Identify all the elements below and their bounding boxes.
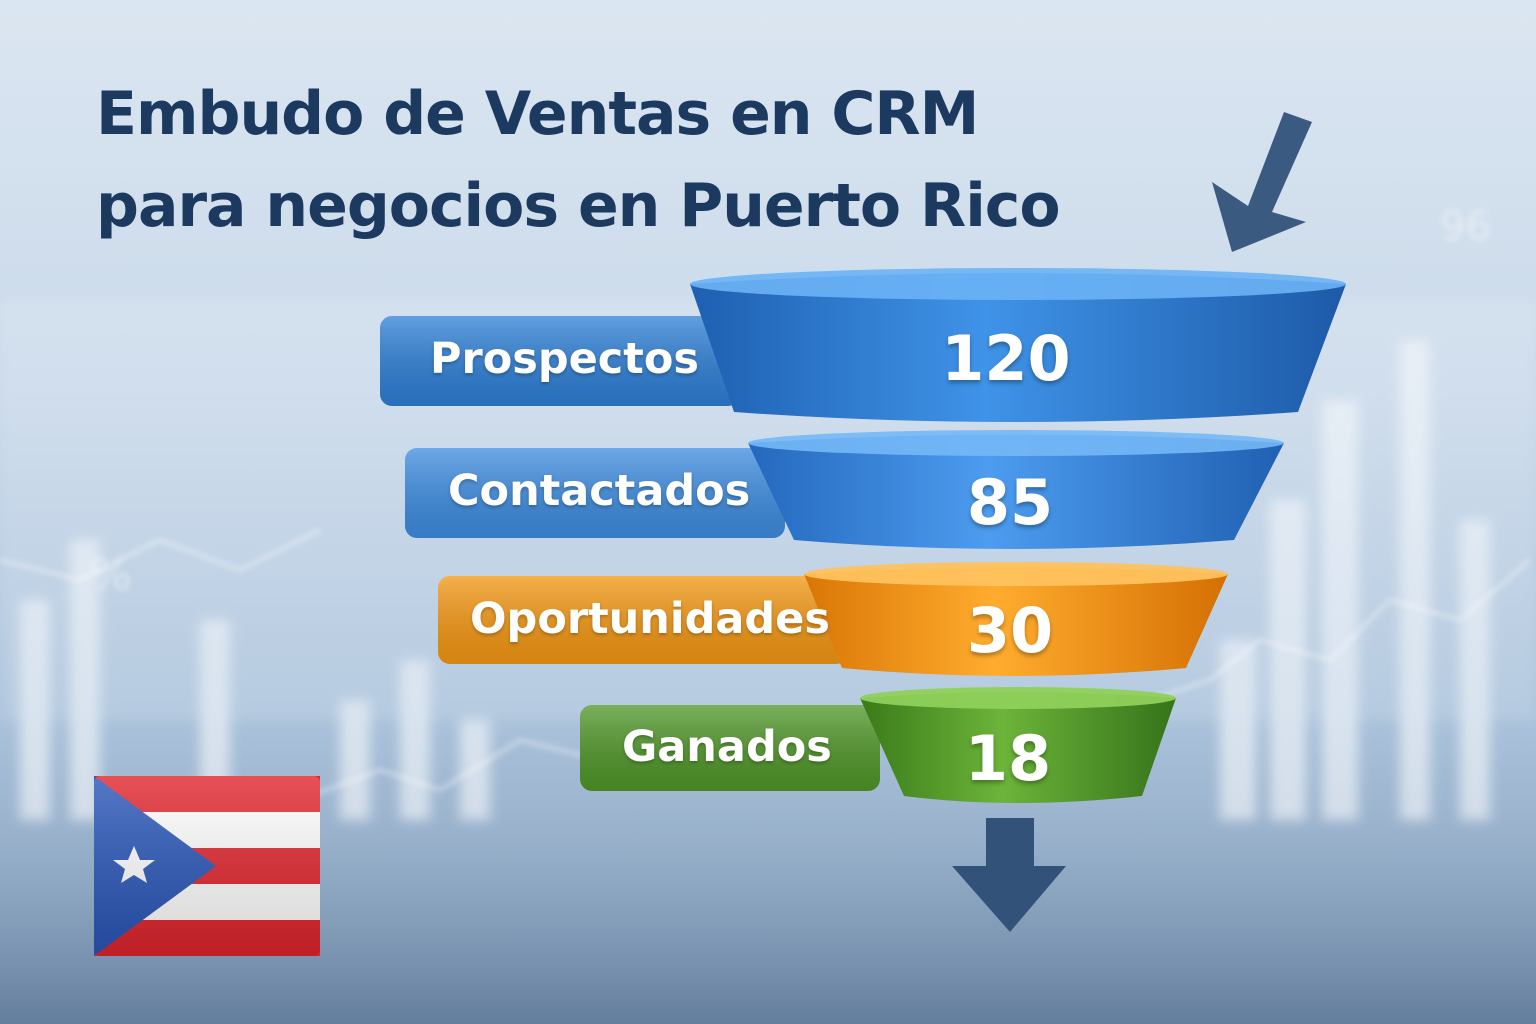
stage-value-prospectos: 120 (941, 322, 1071, 395)
stage-label-contactados: Contactados (448, 466, 751, 516)
funnel-stage-contactados (405, 430, 1284, 549)
svg-text:%: % (90, 550, 132, 601)
stage-value-contactados: 85 (966, 466, 1054, 539)
page-title: Embudo de Ventas en CRM para negocios en… (96, 68, 1061, 252)
title-line-1: Embudo de Ventas en CRM (96, 79, 979, 149)
stage-value-ganados: 18 (964, 722, 1052, 795)
svg-text:96: 96 (1440, 204, 1491, 250)
funnel-stage-prospectos (380, 268, 1346, 422)
funnel-segment-ganados (860, 692, 1176, 803)
stage-value-oportunidades: 30 (966, 594, 1054, 667)
arrow-down-left-icon (1212, 112, 1312, 252)
puerto-rico-flag-icon (94, 776, 320, 956)
funnel-stage-ganados (580, 687, 1176, 803)
stage-label-ganados: Ganados (622, 722, 832, 772)
funnel-segment-prospectos (690, 273, 1346, 422)
funnel-stage-oportunidades (438, 562, 1228, 676)
stage-label-oportunidades: Oportunidades (470, 594, 830, 644)
title-line-2: para negocios en Puerto Rico (96, 171, 1061, 241)
funnel-segment-oportunidades (804, 567, 1228, 676)
stage-label-prospectos: Prospectos (430, 334, 699, 384)
arrow-down-icon (952, 818, 1066, 932)
funnel-segment-contactados (748, 434, 1284, 549)
